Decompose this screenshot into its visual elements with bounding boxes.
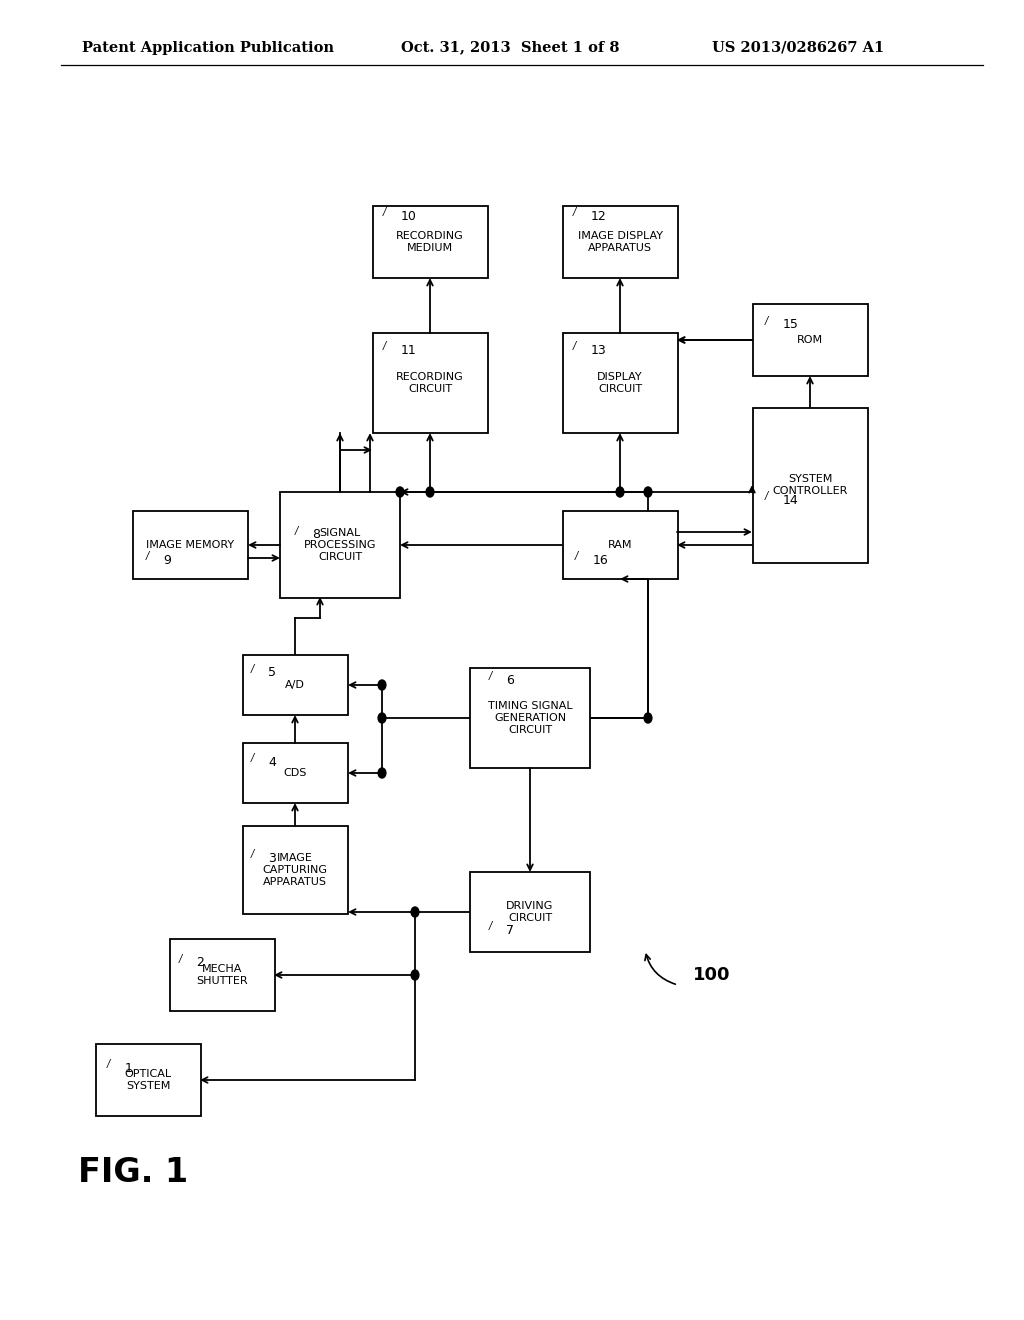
Text: 16: 16 — [592, 553, 608, 566]
Bar — [470, 668, 590, 768]
Text: 1: 1 — [124, 1061, 132, 1074]
Text: /: / — [572, 341, 575, 351]
Text: CDS: CDS — [284, 768, 306, 777]
Text: RAM: RAM — [608, 540, 632, 550]
Text: /: / — [574, 550, 578, 561]
Bar — [243, 743, 347, 803]
Text: SIGNAL
PROCESSING
CIRCUIT: SIGNAL PROCESSING CIRCUIT — [304, 528, 376, 562]
Text: /: / — [106, 1059, 110, 1069]
Text: US 2013/0286267 A1: US 2013/0286267 A1 — [712, 41, 884, 54]
Circle shape — [411, 907, 419, 917]
Text: DRIVING
CIRCUIT: DRIVING CIRCUIT — [506, 902, 554, 923]
Text: 15: 15 — [782, 318, 799, 331]
Text: TIMING SIGNAL
GENERATION
CIRCUIT: TIMING SIGNAL GENERATION CIRCUIT — [487, 701, 572, 735]
Bar — [373, 206, 487, 279]
Text: 9: 9 — [164, 553, 171, 566]
Circle shape — [426, 487, 434, 498]
Text: SYSTEM
CONTROLLER: SYSTEM CONTROLLER — [772, 474, 848, 496]
Bar — [373, 333, 487, 433]
Text: /: / — [251, 752, 254, 763]
Circle shape — [396, 487, 403, 498]
Text: /: / — [382, 207, 386, 216]
Bar — [470, 873, 590, 952]
Text: /: / — [178, 954, 181, 964]
Bar — [170, 939, 274, 1011]
Circle shape — [411, 970, 419, 979]
Text: /: / — [764, 315, 768, 326]
Text: 7: 7 — [507, 924, 514, 936]
Text: /: / — [145, 550, 148, 561]
Text: RECORDING
MEDIUM: RECORDING MEDIUM — [396, 231, 464, 253]
Bar — [132, 511, 248, 579]
Text: 5: 5 — [268, 667, 276, 680]
Text: /: / — [488, 921, 492, 931]
Text: Patent Application Publication: Patent Application Publication — [82, 41, 334, 54]
Text: 4: 4 — [268, 755, 276, 768]
Bar — [562, 206, 678, 279]
Text: 2: 2 — [197, 957, 204, 969]
Bar — [753, 408, 867, 562]
Text: /: / — [764, 491, 768, 502]
Circle shape — [644, 487, 652, 498]
Circle shape — [378, 768, 386, 777]
Circle shape — [644, 713, 652, 723]
Text: IMAGE MEMORY: IMAGE MEMORY — [146, 540, 234, 550]
Circle shape — [378, 680, 386, 690]
Bar — [95, 1044, 201, 1115]
Text: 6: 6 — [507, 673, 514, 686]
Text: 12: 12 — [591, 210, 606, 223]
Text: 3: 3 — [268, 851, 276, 865]
Bar — [243, 655, 347, 715]
Text: 100: 100 — [693, 966, 731, 983]
Text: FIG. 1: FIG. 1 — [78, 1156, 188, 1188]
Bar — [280, 492, 400, 598]
Text: OPTICAL
SYSTEM: OPTICAL SYSTEM — [125, 1069, 172, 1092]
Bar — [562, 511, 678, 579]
Text: 8: 8 — [312, 528, 321, 541]
Bar — [243, 826, 347, 913]
Text: 14: 14 — [782, 494, 798, 507]
Text: 13: 13 — [591, 343, 606, 356]
Text: IMAGE
CAPTURING
APPARATUS: IMAGE CAPTURING APPARATUS — [262, 853, 328, 887]
Circle shape — [378, 713, 386, 723]
Text: 10: 10 — [400, 210, 417, 223]
Text: MECHA
SHUTTER: MECHA SHUTTER — [197, 964, 248, 986]
Text: Oct. 31, 2013  Sheet 1 of 8: Oct. 31, 2013 Sheet 1 of 8 — [401, 41, 620, 54]
Text: ROM: ROM — [797, 335, 823, 345]
Text: A/D: A/D — [285, 680, 305, 690]
Text: 11: 11 — [400, 343, 416, 356]
Circle shape — [616, 487, 624, 498]
Text: IMAGE DISPLAY
APPARATUS: IMAGE DISPLAY APPARATUS — [578, 231, 663, 253]
Text: /: / — [251, 849, 254, 859]
Text: /: / — [382, 341, 386, 351]
Text: /: / — [572, 207, 575, 216]
Text: /: / — [488, 671, 492, 681]
Text: RECORDING
CIRCUIT: RECORDING CIRCUIT — [396, 372, 464, 393]
Bar — [562, 333, 678, 433]
Text: DISPLAY
CIRCUIT: DISPLAY CIRCUIT — [597, 372, 643, 393]
Bar — [753, 304, 867, 376]
Text: /: / — [251, 664, 254, 675]
Text: /: / — [294, 527, 298, 536]
